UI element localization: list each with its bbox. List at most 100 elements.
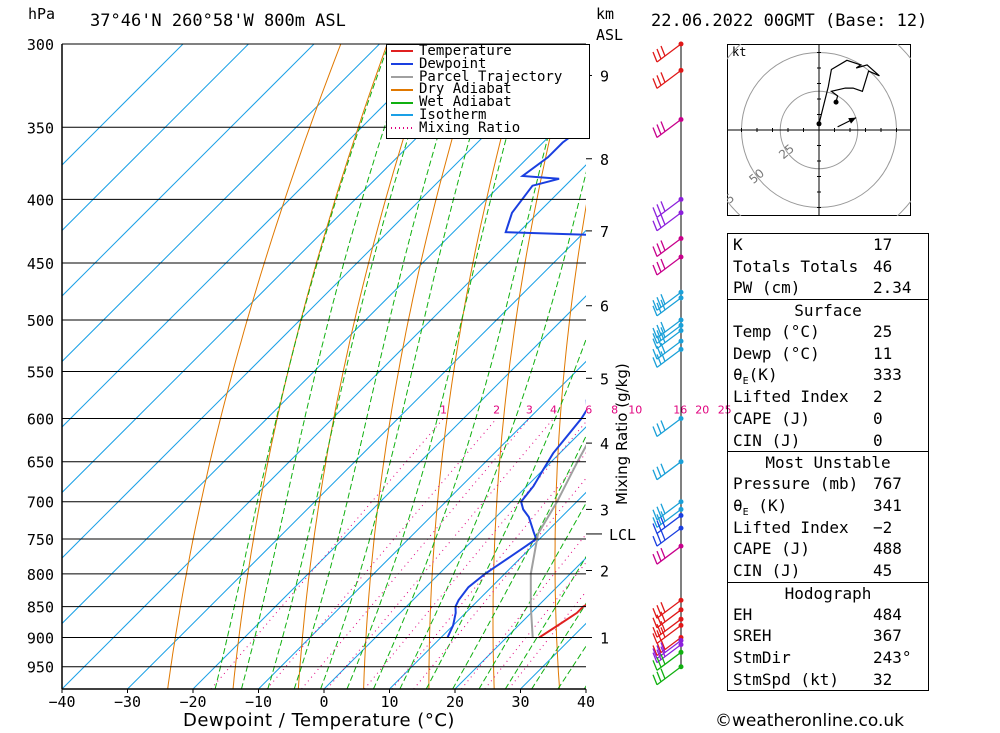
wind-barb-feather bbox=[652, 357, 658, 368]
wind-barb bbox=[652, 644, 682, 664]
chart-legend: Temperature Dewpoint Parcel Trajectory Dry … bbox=[386, 44, 590, 139]
x-tick-label: 10 bbox=[380, 693, 398, 711]
x-tick-label: 0 bbox=[319, 693, 328, 711]
legend-label: Wet Adiabat bbox=[419, 94, 512, 111]
pressure-tick-label: 900 bbox=[27, 630, 54, 648]
dry-adiabat-line bbox=[232, 44, 388, 689]
wind-barb-feather bbox=[652, 327, 658, 339]
wind-barb-feather bbox=[660, 294, 666, 305]
valid-time: 22.06.2022 00GMT (Base: 12) bbox=[651, 11, 928, 31]
x-axis-label: Dewpoint / Temperature (°C) bbox=[183, 710, 455, 731]
wind-barb-feather bbox=[652, 305, 658, 317]
x-tick-label: −20 bbox=[179, 693, 206, 711]
legend-label: Parcel Trajectory bbox=[419, 68, 563, 85]
wind-barb-feather bbox=[656, 649, 662, 660]
wind-barb-feather bbox=[656, 645, 662, 656]
wind-barb bbox=[652, 545, 682, 565]
wind-barb-feather bbox=[652, 645, 658, 656]
isotherm-line bbox=[454, 557, 586, 689]
wind-barb-feather bbox=[660, 45, 666, 57]
copyright[interactable]: ©weatheronline.co.uk bbox=[715, 711, 905, 731]
legend-label: Temperature bbox=[419, 43, 512, 59]
isotherm-line bbox=[62, 44, 249, 232]
legend-item: Mixing Ratio bbox=[387, 119, 589, 136]
wind-barb-feather bbox=[656, 345, 662, 357]
x-tick-label: 20 bbox=[446, 693, 464, 711]
mixing-ratio-tick-label: 8 bbox=[611, 403, 618, 416]
wind-barb-feather bbox=[656, 243, 662, 254]
wind-barb-feather bbox=[660, 646, 666, 657]
wind-barb-feather bbox=[652, 220, 658, 231]
pressure-tick-label: 400 bbox=[27, 191, 54, 209]
height-unit-km: km bbox=[596, 5, 615, 23]
wind-barb bbox=[652, 297, 682, 317]
wind-barb-feather bbox=[656, 335, 662, 346]
wind-barb-feather bbox=[660, 214, 666, 225]
wind-barb-feather bbox=[652, 674, 658, 685]
legend-swatch bbox=[391, 88, 413, 91]
isotherm-line bbox=[62, 44, 380, 363]
dry-adiabat-line bbox=[940, 44, 1000, 689]
wind-barb-feather bbox=[656, 671, 662, 682]
height-unit-asl: ASL bbox=[596, 26, 624, 44]
mixing-ratio-tick-label: 4 bbox=[550, 403, 557, 416]
wet-adiabat-line bbox=[452, 435, 586, 689]
wind-barb-feather bbox=[656, 354, 662, 365]
wind-barb-feather bbox=[652, 246, 658, 257]
wind-barb-feather bbox=[656, 630, 662, 641]
legend-label: Mixing Ratio bbox=[419, 119, 521, 136]
wet-adiabat-line bbox=[399, 171, 586, 689]
wind-barb-feather bbox=[656, 330, 662, 341]
wind-barb-feather bbox=[660, 327, 666, 338]
pressure-tick-label: 300 bbox=[27, 36, 54, 54]
mixing-ratio-tick-label: 2 bbox=[493, 403, 500, 416]
indices-section: K 17 Totals Totals 46 PW (cm) 2.34 bbox=[728, 234, 928, 299]
dry-adiabat-line bbox=[673, 44, 712, 689]
wind-barb-feather bbox=[656, 532, 662, 544]
legend-swatch bbox=[391, 114, 413, 117]
isotherm-line bbox=[258, 360, 586, 689]
wind-barb-feather bbox=[652, 509, 658, 520]
dry-adiabat-line bbox=[167, 44, 342, 689]
wind-barb-feather bbox=[660, 611, 666, 623]
isotherm-line bbox=[62, 44, 577, 559]
wind-barb-feather bbox=[656, 514, 662, 525]
wind-barb-feather bbox=[652, 626, 658, 638]
wind-barb-feather bbox=[656, 642, 662, 653]
surface-section: Surface Temp (°C) 25 Dewp (°C) 11 θE(K) 333… bbox=[728, 299, 928, 451]
mixing-ratio-tick-label: 1 bbox=[440, 403, 447, 416]
wind-barb-feather bbox=[660, 503, 666, 514]
wind-barb-feather bbox=[656, 204, 662, 215]
pressure-unit: hPa bbox=[28, 5, 56, 23]
isotherm-line bbox=[192, 295, 586, 689]
index-row-k: K 17 bbox=[733, 235, 893, 254]
wind-barb-feather bbox=[652, 648, 658, 659]
mixing-ratio-line bbox=[326, 418, 554, 689]
pressure-tick-label: 600 bbox=[27, 410, 54, 428]
legend-label: Dewpoint bbox=[419, 55, 487, 72]
wind-barb-feather bbox=[660, 240, 666, 251]
wet-adiabat-line bbox=[346, 44, 533, 689]
mixing-ratio-tick-label: 3 bbox=[526, 403, 533, 416]
wind-barb-feather bbox=[660, 511, 666, 522]
skewt-grid bbox=[62, 44, 1000, 689]
pressure-tick-label: 750 bbox=[27, 531, 54, 549]
wind-barb-staff bbox=[656, 237, 682, 258]
wind-barb bbox=[652, 461, 682, 481]
wind-barb-feather bbox=[660, 121, 666, 132]
wind-barb-feather bbox=[660, 72, 666, 83]
legend-item: Isotherm bbox=[387, 108, 589, 122]
wind-barb bbox=[652, 527, 682, 547]
wind-barb bbox=[652, 69, 682, 89]
wind-barb-feather bbox=[660, 668, 666, 679]
height-tick-label: 9 bbox=[600, 67, 609, 85]
hodograph-title: Hodograph bbox=[784, 583, 872, 603]
wind-barb-feather bbox=[652, 127, 658, 138]
isotherm-line bbox=[62, 164, 586, 689]
wind-barb-feather bbox=[652, 660, 658, 671]
isotherm-line bbox=[62, 44, 511, 494]
pressure-tick-label: 850 bbox=[27, 599, 54, 617]
wind-barb-feather bbox=[660, 601, 666, 613]
